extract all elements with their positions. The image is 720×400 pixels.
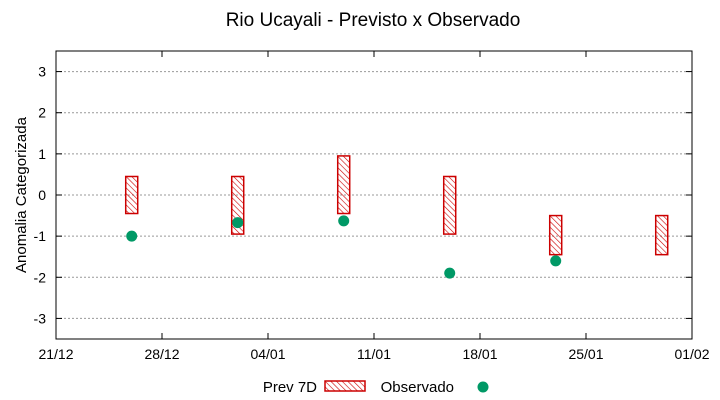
y-tick-label: 3 <box>38 64 46 80</box>
forecast-box <box>336 155 351 215</box>
forecast-box <box>124 175 139 215</box>
y-tick-label: -3 <box>34 310 47 326</box>
legend: Prev 7D Observado <box>263 379 489 396</box>
y-axis-label: Anomalia Categorizada <box>13 116 30 273</box>
legend-label-observado: Observado <box>381 379 454 396</box>
forecast-box <box>654 214 669 256</box>
forecast-box <box>548 214 563 256</box>
observed-point <box>232 217 244 229</box>
observed-point <box>126 230 138 242</box>
x-tick-label: 18/01 <box>462 346 497 362</box>
forecast-box <box>442 175 457 235</box>
x-tick-label: 01/02 <box>674 346 709 362</box>
x-tick-label: 21/12 <box>38 346 73 362</box>
observed-point <box>338 215 350 227</box>
observed-point <box>444 267 456 279</box>
y-tick-label: 1 <box>38 146 46 162</box>
y-tick-label: -2 <box>34 269 47 285</box>
legend-swatch-prev <box>324 380 366 392</box>
x-tick-label: 25/01 <box>568 346 603 362</box>
y-tick-label: 0 <box>38 187 46 203</box>
chart-title: Rio Ucayali - Previsto x Observado <box>226 10 521 31</box>
observed-point <box>550 255 562 267</box>
x-tick-label: 28/12 <box>144 346 179 362</box>
y-tick-label: 2 <box>38 105 46 121</box>
grid-layer <box>56 71 692 319</box>
mark-layer <box>124 155 669 279</box>
x-tick-label: 11/01 <box>357 346 391 362</box>
tick-layer: -3 -2 -1 0 1 2 3 21/12 28/12 04/01 11/01 18/01 25/01… <box>34 51 710 362</box>
legend-marker-observado <box>477 381 489 393</box>
x-tick-label: 04/01 <box>250 346 285 362</box>
y-tick-label: -1 <box>34 228 47 244</box>
legend-label-prev: Prev 7D <box>263 379 317 396</box>
